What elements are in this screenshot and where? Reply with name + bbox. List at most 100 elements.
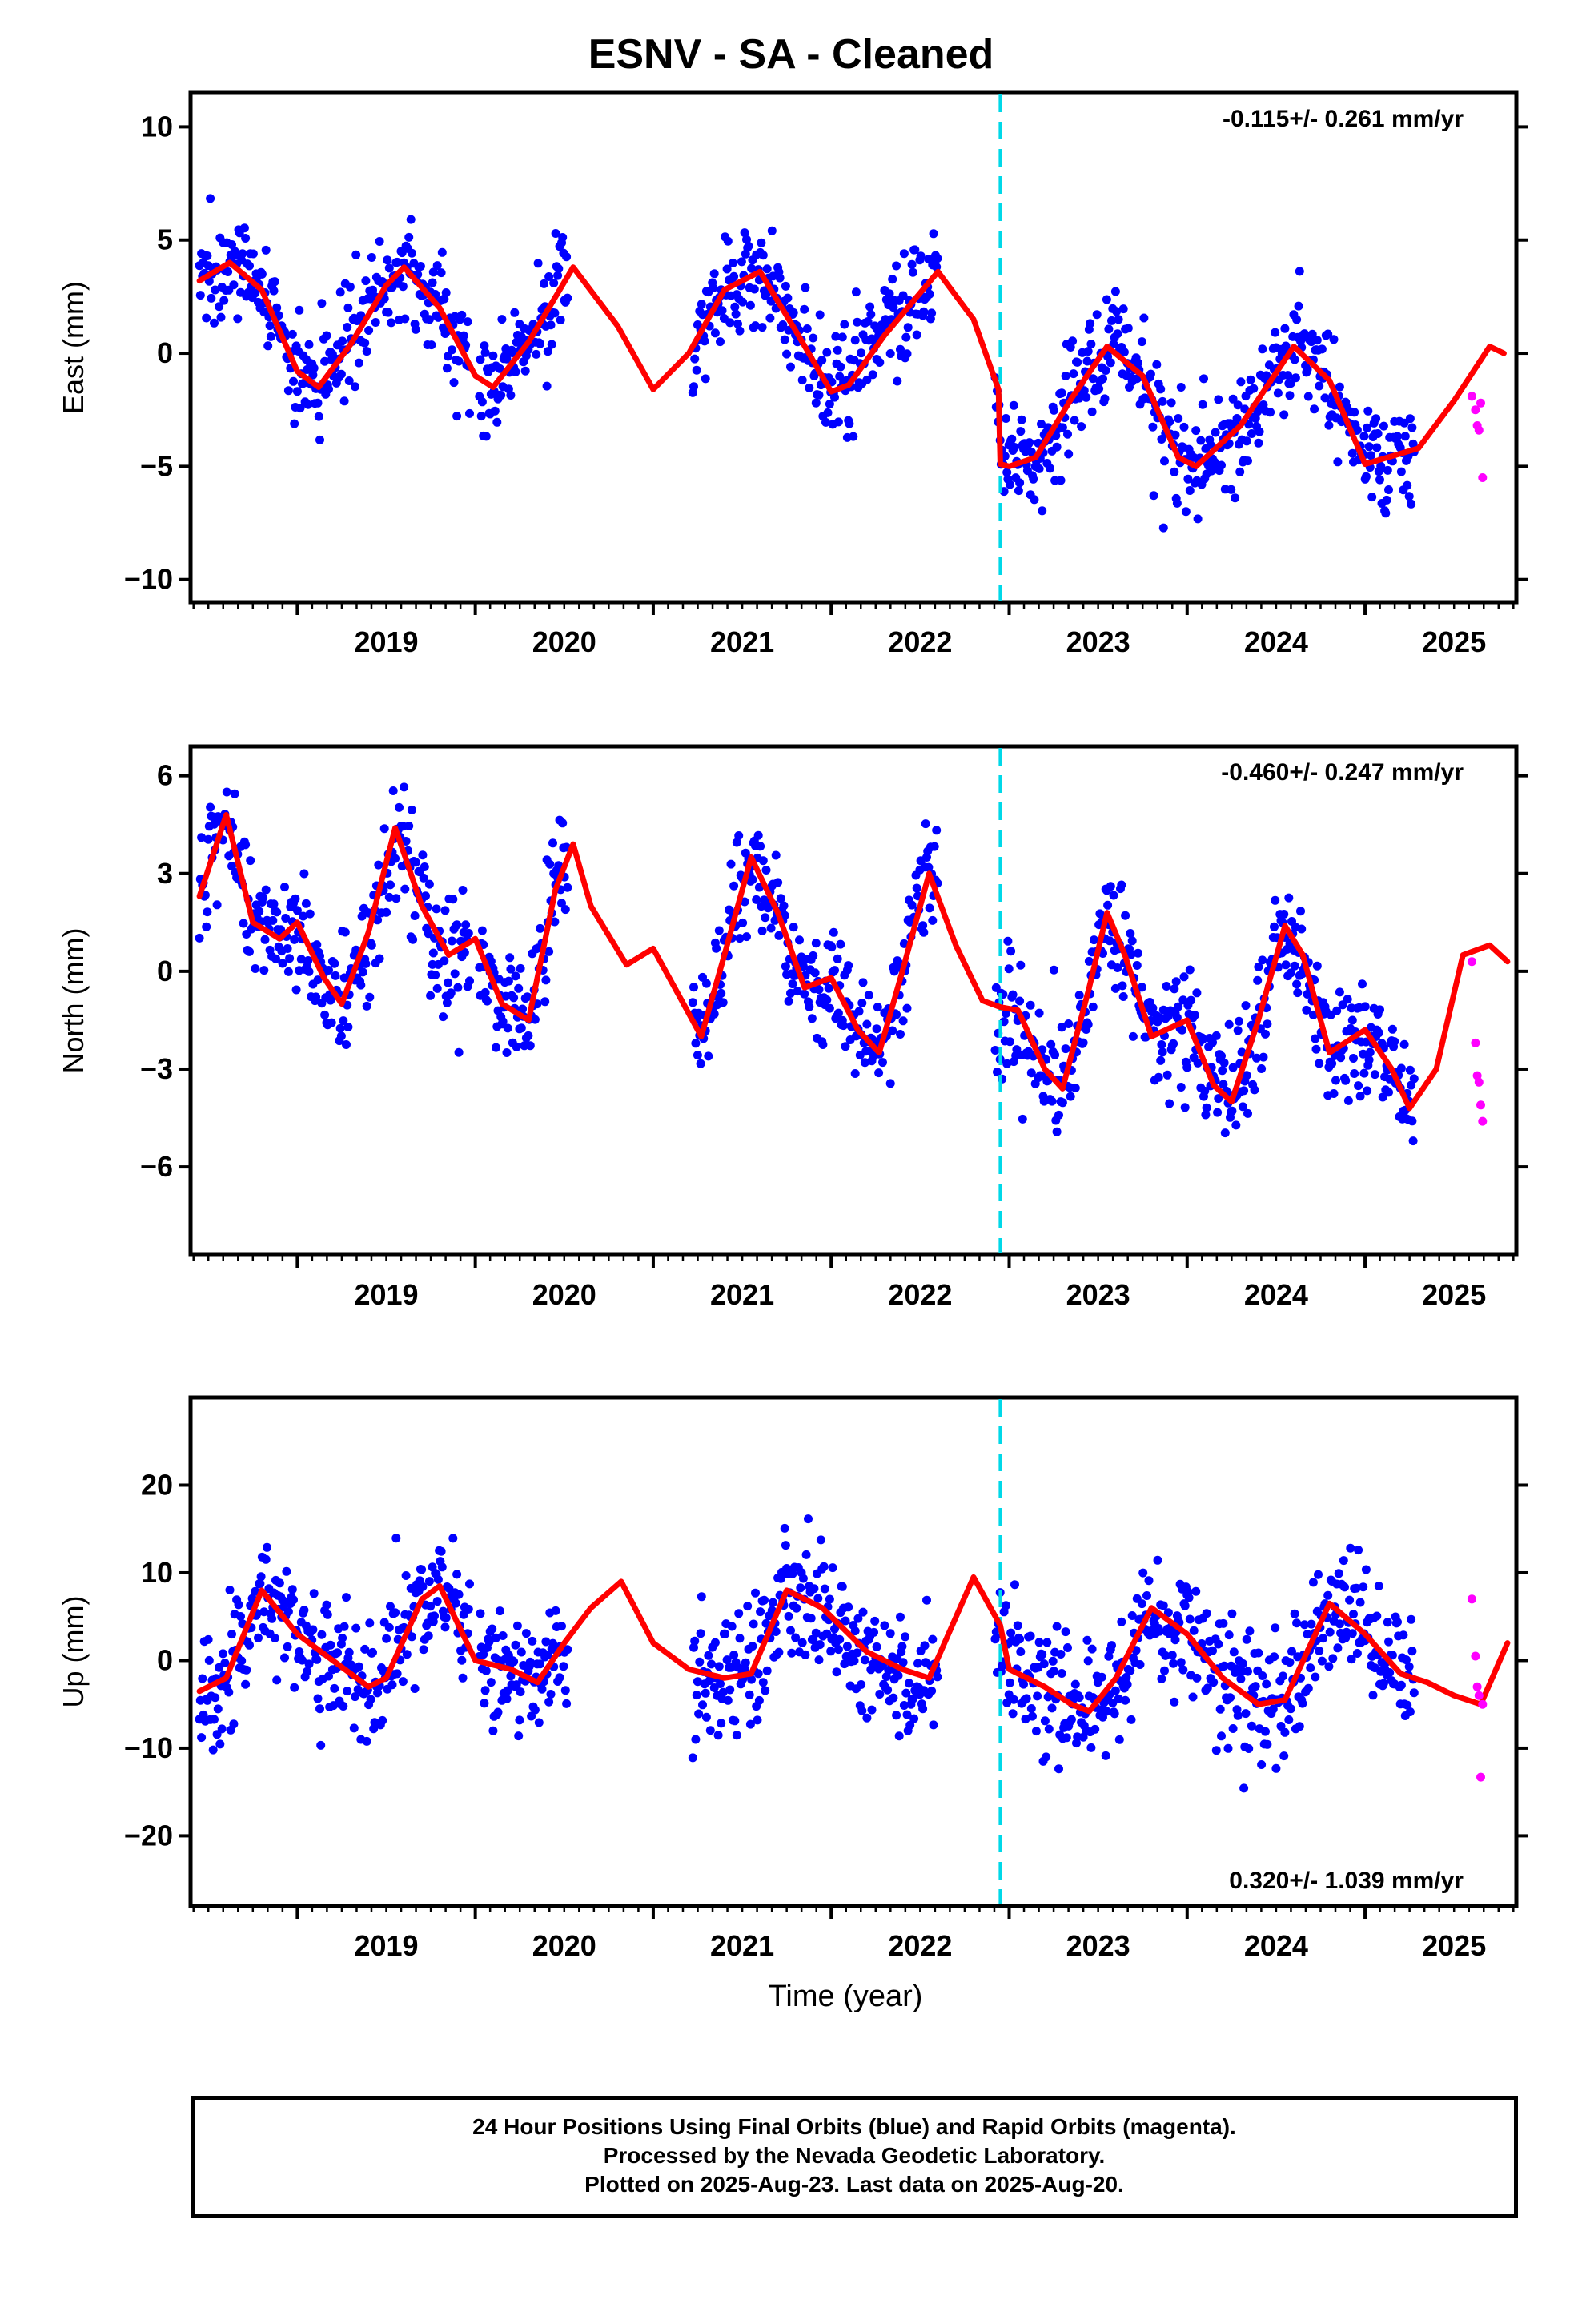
data-point [1015,478,1025,488]
data-point [215,1739,225,1749]
data-point [521,1629,531,1638]
data-point [707,1659,716,1669]
data-point [760,1595,769,1605]
data-point [375,954,384,963]
data-point [239,919,248,928]
data-point [1352,425,1362,435]
rapid-orbit-point [1471,405,1480,415]
data-point [844,961,853,971]
data-point [1354,1546,1363,1555]
data-point [1002,1059,1012,1068]
data-point [1382,495,1391,505]
x-tick-label: 2023 [1066,1278,1130,1311]
data-point [317,1630,327,1639]
data-point [1334,1569,1343,1578]
data-point [688,1753,697,1763]
final-orbit-points [195,1514,1419,1793]
data-point [1049,965,1058,975]
data-point [1148,1003,1158,1013]
data-point [320,356,330,366]
data-point [725,318,735,328]
rapid-orbit-point [1476,1100,1485,1110]
data-point [853,1614,863,1623]
data-point [712,943,721,953]
data-point [260,935,270,944]
data-point [272,1675,282,1685]
data-point [776,894,785,903]
data-point [1169,1659,1178,1668]
data-point [338,1634,347,1642]
data-point [1002,1698,1012,1707]
data-point [1271,895,1280,905]
data-point [1050,1050,1060,1059]
data-point [761,866,771,875]
data-point [502,354,512,364]
data-point [1048,1656,1058,1666]
data-point [219,296,229,305]
data-point [280,1653,289,1663]
data-point [1363,406,1373,416]
data-point [1329,1089,1339,1098]
data-point [270,277,279,287]
y-axis-label: Up (mm) [57,1596,90,1708]
data-point [1364,442,1374,452]
y-tick-label: −10 [124,1731,173,1764]
data-point [1359,432,1369,441]
data-point [714,926,724,935]
data-point [866,310,876,319]
data-point [440,1622,450,1632]
data-point [1193,514,1203,524]
data-point [875,1690,885,1699]
data-point [375,237,384,246]
data-point [885,1629,895,1638]
data-point [1179,422,1189,432]
data-point [837,1582,847,1591]
data-point [259,893,268,903]
data-point [505,953,515,963]
data-point [1052,1622,1062,1631]
data-point [757,238,766,247]
data-point [1203,1683,1212,1693]
data-point [728,259,737,267]
data-point [1244,420,1254,429]
data-point [698,1700,707,1710]
data-point [1176,383,1186,392]
data-point [822,995,832,1005]
data-point [424,1631,433,1641]
data-point [1104,1651,1114,1661]
data-point [1154,1072,1163,1082]
data-point [1083,347,1093,356]
data-point [540,997,550,1007]
data-point [1268,1704,1278,1714]
y-axis-label: North (mm) [57,928,90,1074]
data-point [1047,1096,1057,1106]
data-point [1054,1110,1063,1120]
x-tick-label: 2024 [1244,1929,1308,1962]
data-point [1364,1055,1374,1064]
data-point [757,926,767,935]
data-point [735,1634,745,1643]
data-point [525,1657,535,1667]
data-point [1101,1751,1110,1760]
data-point [441,1613,451,1622]
data-point [1086,340,1096,349]
data-point [919,927,929,937]
data-point [241,234,251,243]
y-tick-label: 5 [157,223,173,256]
data-point [1193,1058,1203,1068]
data-point [789,923,798,932]
data-point [562,1699,572,1708]
data-point [870,1616,880,1626]
data-point [404,822,414,830]
data-point [1308,1010,1318,1019]
data-point [1315,1646,1324,1655]
data-point [1127,936,1137,946]
data-point [546,320,556,330]
data-point [781,1541,790,1550]
data-point [448,895,458,904]
data-point [465,408,474,418]
data-point [696,1059,705,1068]
data-point [410,1684,420,1693]
data-point [862,375,872,384]
data-point [536,923,545,933]
